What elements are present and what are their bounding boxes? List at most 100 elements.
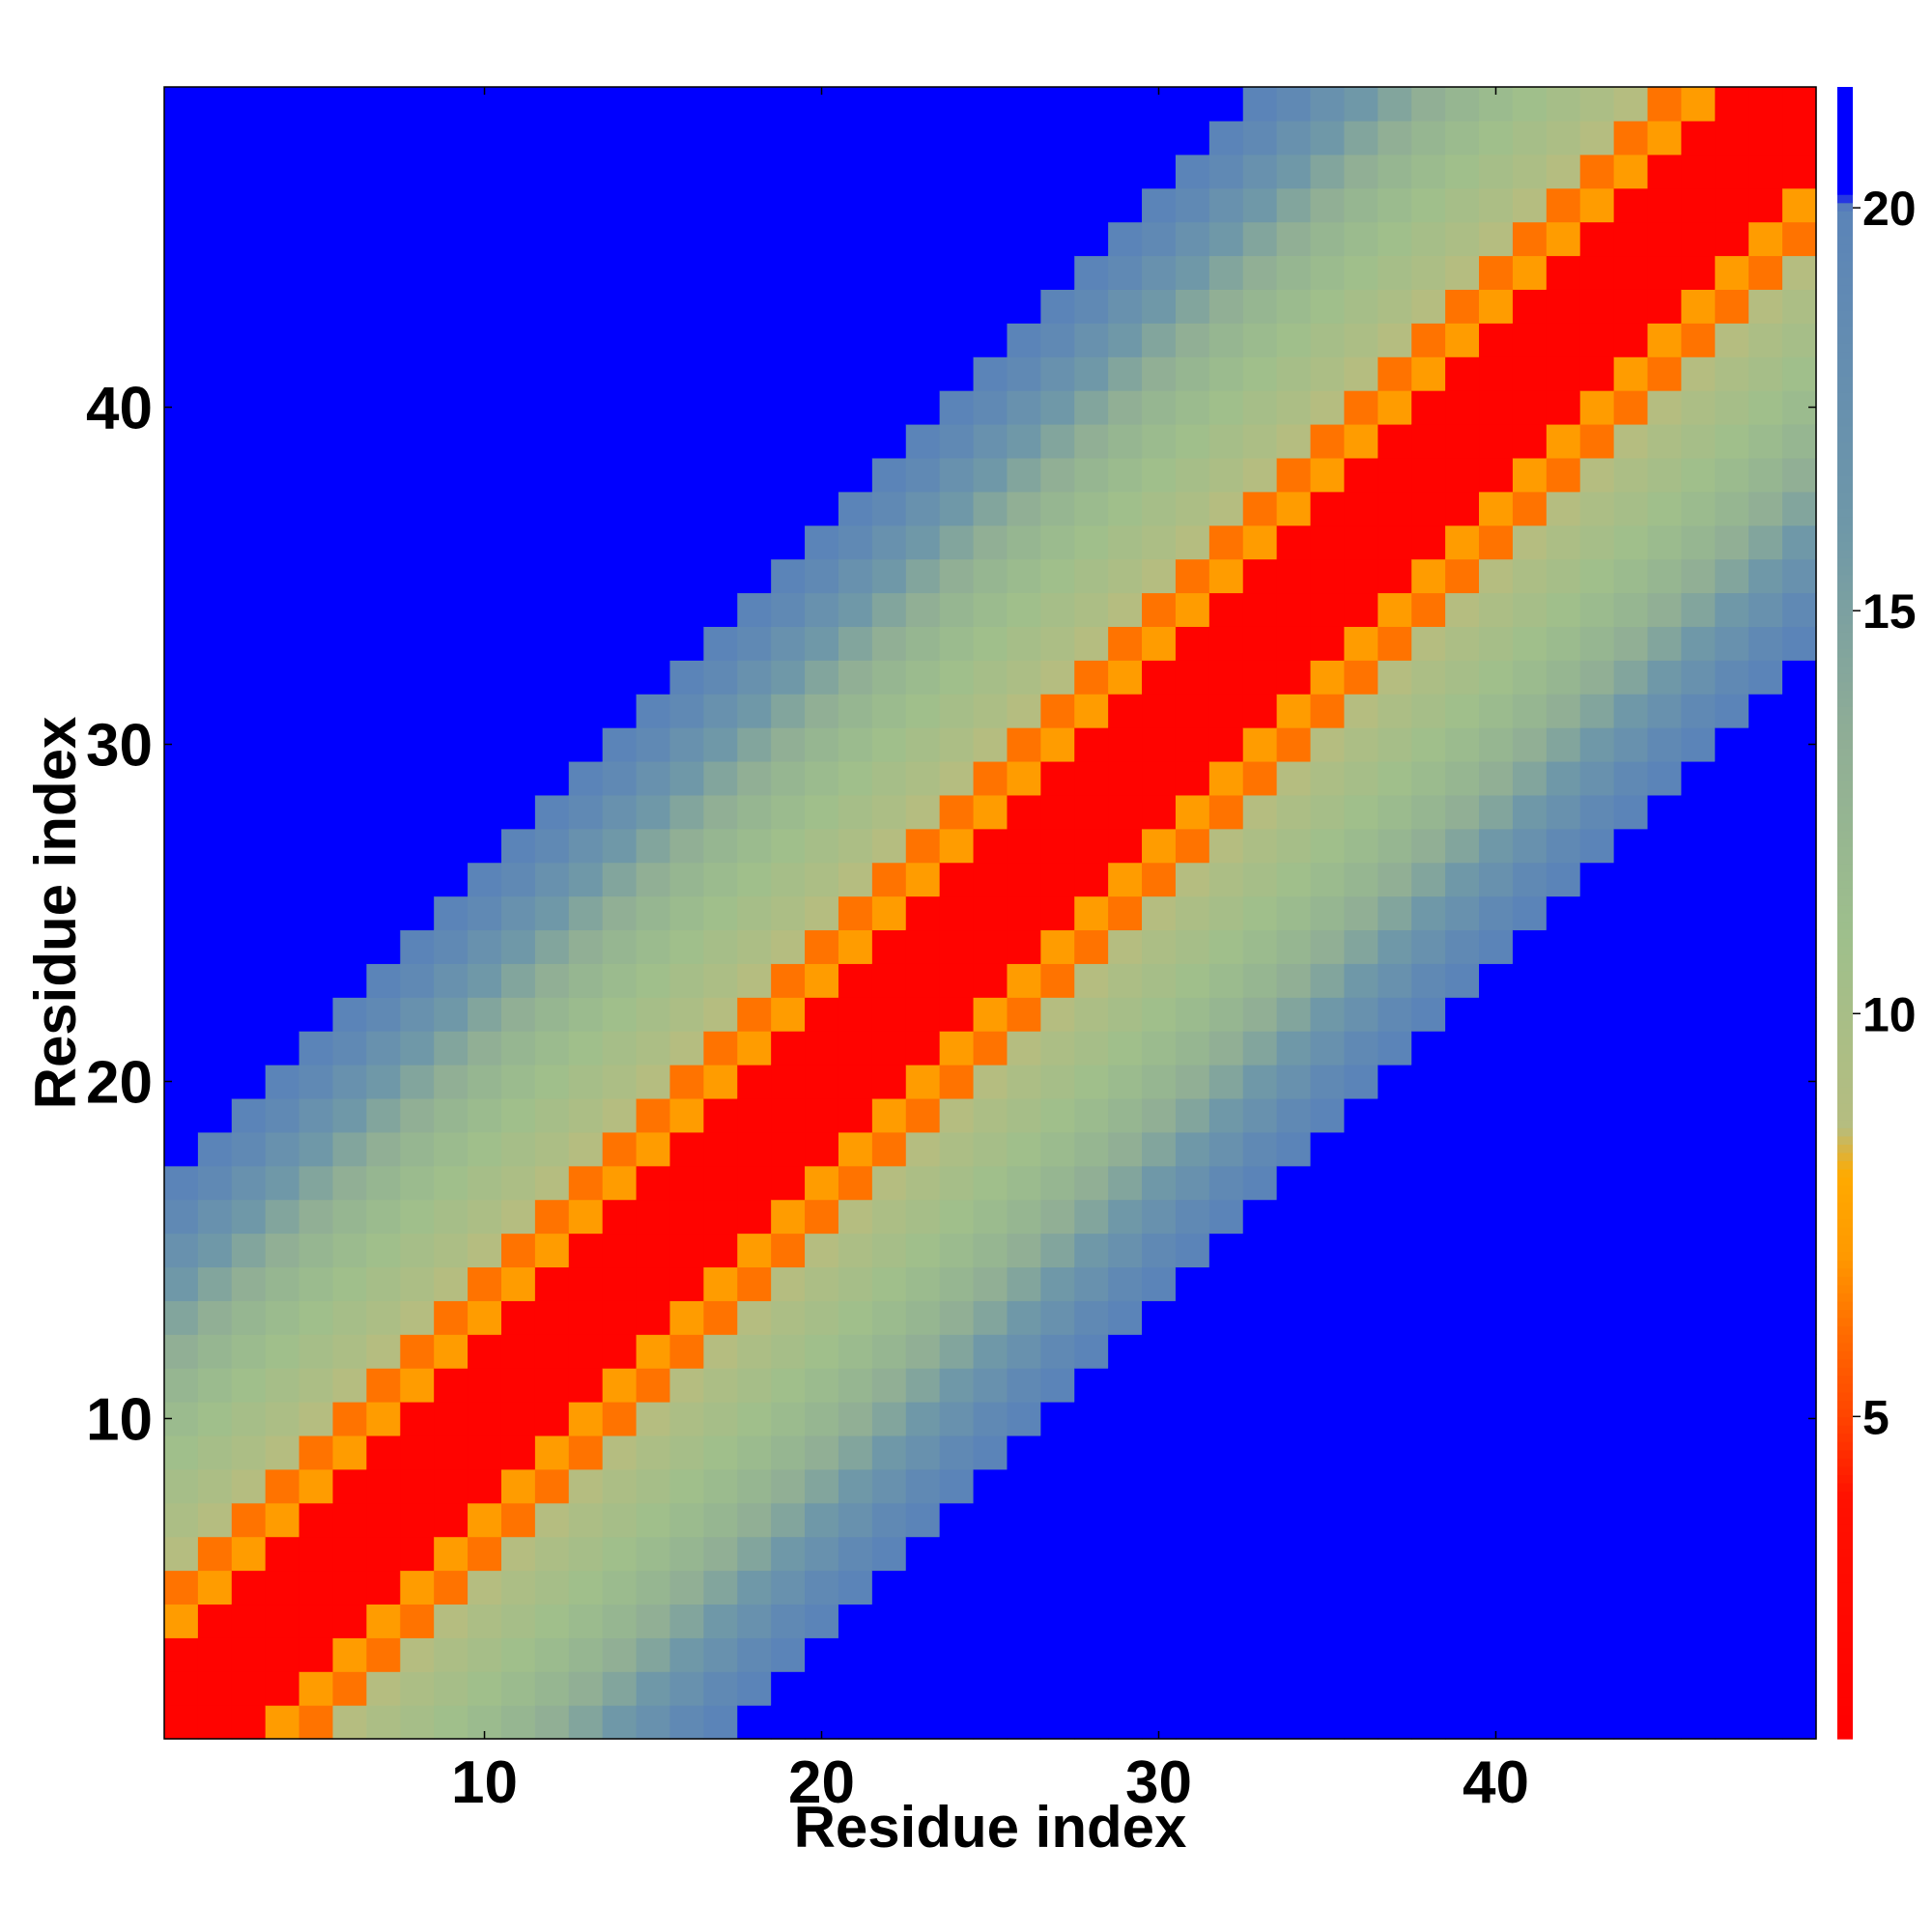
heatmap-cell	[669, 997, 704, 1032]
heatmap-cell	[468, 1266, 502, 1301]
colorbar-segment	[1837, 1465, 1853, 1475]
heatmap-cell	[1546, 660, 1581, 695]
heatmap-cell	[500, 592, 536, 627]
heatmap-cell	[1748, 1468, 1783, 1504]
heatmap-cell	[500, 626, 536, 661]
heatmap-cell	[1007, 323, 1041, 357]
heatmap-cell	[1007, 457, 1041, 493]
heatmap-cell	[1074, 997, 1109, 1032]
heatmap-cell	[805, 1402, 839, 1436]
heatmap-cell	[905, 1334, 941, 1369]
heatmap-cell	[771, 1402, 806, 1436]
heatmap-cell	[568, 828, 604, 864]
heatmap-cell	[1681, 694, 1716, 728]
heatmap-cell	[1613, 1065, 1649, 1099]
heatmap-cell	[197, 1536, 233, 1572]
heatmap-cell	[1276, 828, 1312, 864]
heatmap-cell	[1310, 1097, 1346, 1133]
heatmap-cell	[164, 1570, 199, 1605]
colorbar-segment	[1837, 1028, 1853, 1037]
colorbar-segment	[1837, 1416, 1853, 1426]
heatmap-cell	[703, 862, 738, 897]
heatmap-cell	[231, 1435, 267, 1470]
heatmap-cell	[1512, 1300, 1548, 1335]
heatmap-cell	[197, 660, 233, 695]
heatmap-cell	[1208, 1435, 1244, 1470]
heatmap-cell	[434, 1671, 469, 1706]
heatmap-cell	[1108, 1536, 1143, 1572]
heatmap-cell	[1445, 255, 1480, 290]
heatmap-cell	[805, 525, 839, 560]
heatmap-cell	[1445, 457, 1480, 493]
heatmap-cell	[771, 255, 806, 290]
heatmap-cell	[1142, 558, 1177, 594]
heatmap-cell	[973, 1705, 1009, 1740]
heatmap-cell	[366, 694, 401, 728]
heatmap-cell	[1613, 760, 1649, 796]
heatmap-cell	[1546, 390, 1581, 425]
heatmap-cell	[1175, 187, 1210, 223]
heatmap-cell	[265, 760, 300, 796]
heatmap-cell	[568, 221, 604, 257]
heatmap-cell	[1613, 558, 1649, 594]
heatmap-cell	[265, 1468, 300, 1504]
heatmap-cell	[1344, 1536, 1378, 1572]
heatmap-cell	[1681, 828, 1716, 864]
heatmap-cell	[164, 87, 199, 122]
heatmap-cell	[1647, 1570, 1683, 1605]
heatmap-cell	[1074, 457, 1109, 493]
heatmap-cell	[332, 828, 367, 864]
heatmap-cell	[1378, 1199, 1412, 1235]
colorbar-segment	[1837, 623, 1853, 633]
heatmap-cell	[1378, 390, 1412, 425]
heatmap-cell	[468, 1604, 502, 1638]
y-tick-label: 30	[86, 713, 153, 780]
heatmap-cell	[1681, 1435, 1716, 1470]
heatmap-cell	[1546, 1199, 1581, 1235]
heatmap-cell	[1378, 1065, 1412, 1099]
heatmap-cell	[1411, 997, 1446, 1032]
colorbar-segment	[1837, 888, 1853, 897]
heatmap-cell	[1276, 1031, 1312, 1065]
heatmap-cell	[332, 760, 367, 796]
heatmap-cell	[468, 828, 502, 864]
heatmap-cell	[636, 1671, 671, 1706]
heatmap-cell	[602, 828, 638, 864]
heatmap-cell	[568, 1604, 604, 1638]
colorbar-segment	[1837, 788, 1853, 798]
heatmap-cell	[1378, 895, 1412, 931]
heatmap-cell	[366, 221, 401, 257]
heatmap-cell	[771, 221, 806, 257]
heatmap-cell	[1512, 1097, 1548, 1133]
heatmap-cell	[1512, 120, 1548, 156]
heatmap-cell	[1040, 1435, 1075, 1470]
heatmap-cell	[1040, 356, 1075, 391]
heatmap-cell	[1445, 1536, 1480, 1572]
heatmap-cell	[1007, 997, 1041, 1032]
heatmap-cell	[164, 828, 199, 864]
heatmap-cell	[1681, 221, 1716, 257]
colorbar-segment	[1837, 1284, 1853, 1293]
heatmap-cell	[1378, 356, 1412, 391]
heatmap-cell	[197, 997, 233, 1032]
heatmap-cell	[1208, 323, 1244, 357]
heatmap-cell	[636, 289, 671, 324]
heatmap-cell	[905, 1300, 941, 1335]
heatmap-cell	[636, 1233, 671, 1268]
heatmap-cell	[1445, 1031, 1480, 1065]
heatmap-cell	[1378, 760, 1412, 796]
heatmap-cell	[332, 1637, 367, 1672]
heatmap-cell	[1040, 525, 1075, 560]
heatmap-cell	[366, 1637, 401, 1672]
colorbar-segment	[1837, 532, 1853, 542]
heatmap-cell	[434, 1570, 469, 1605]
heatmap-cell	[1479, 491, 1514, 526]
heatmap-cell	[636, 491, 671, 526]
heatmap-cell	[1782, 1604, 1817, 1638]
heatmap-cell	[1479, 997, 1514, 1032]
heatmap-cell	[1748, 423, 1783, 459]
heatmap-cell	[164, 1435, 199, 1470]
heatmap-cell	[737, 1502, 772, 1538]
heatmap-cell	[1512, 963, 1548, 998]
heatmap-cell	[1715, 862, 1749, 897]
